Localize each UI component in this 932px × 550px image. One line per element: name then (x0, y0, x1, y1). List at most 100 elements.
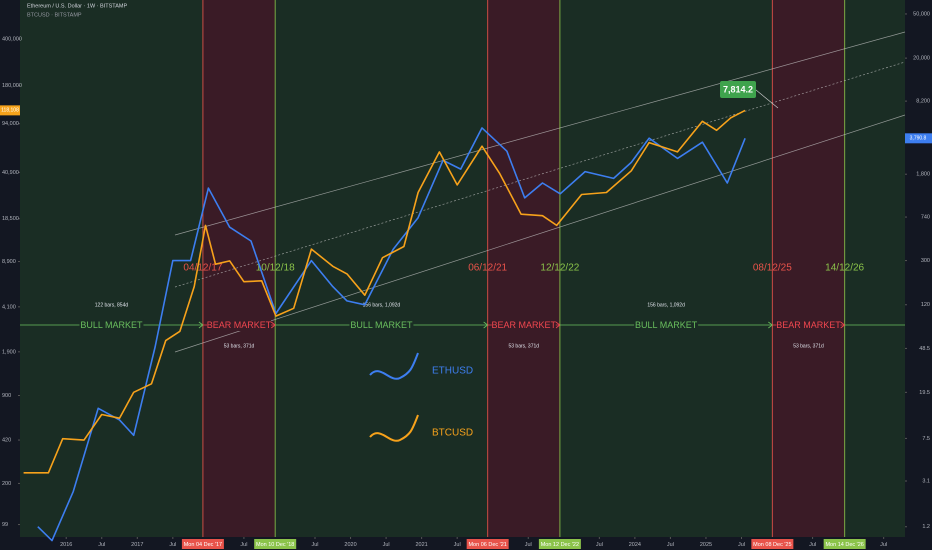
x-tick-label: 2017 (131, 542, 143, 548)
phase-label-bg (79, 319, 144, 331)
channel-lower (174, 114, 906, 353)
y-tick-label: 18,500 (2, 216, 19, 222)
x-tick-label: Jul (311, 542, 318, 548)
channel-middle (174, 61, 906, 288)
legend-swatch (369, 352, 419, 380)
y-tick-label: 200 (2, 481, 11, 487)
cycle-label: 10/12/18 (256, 263, 295, 274)
y2-tick-label: 120 (921, 302, 930, 308)
phase-bars: 53 bars, 371d (224, 343, 255, 349)
y2-tick-label: 8,200 (916, 99, 930, 105)
y2-tick-label: 740 (921, 215, 930, 221)
phase-label: BEAR MARKET (776, 320, 841, 330)
date-label-box (823, 539, 866, 549)
phase-bars: 156 bars, 1,092d (647, 302, 685, 308)
date-label: Mon 14 Dec '26 (825, 542, 863, 548)
series-line (37, 127, 746, 542)
date-label-box (181, 539, 224, 549)
chart-title: Ethereum / U.S. Dollar · 1W · BITSTAMP (27, 3, 127, 9)
y-tick-label: 420 (2, 438, 11, 444)
cycle-label: 04/12/17 (183, 263, 222, 274)
bear-region (202, 0, 276, 537)
callout-text: 7,814.2 (723, 84, 753, 94)
regions (202, 0, 846, 537)
phase-label: BULL MARKET (635, 320, 698, 330)
date-label: Mon 06 Dec '21 (468, 542, 506, 548)
y-tick-label: 8,900 (2, 259, 16, 265)
price-tag: 3,790.8 (910, 136, 927, 142)
y2-tick-label: 48.5 (919, 346, 930, 352)
plot-area (20, 0, 905, 537)
y2-tick-label: 19.5 (919, 390, 930, 396)
x-tick-label: Jul (880, 542, 887, 548)
phase-label: BULL MARKET (350, 320, 413, 330)
phase-label-bg (776, 319, 841, 331)
y-tick-label: 94,000 (2, 121, 19, 127)
x-tick-label: Jul (454, 542, 461, 548)
x-tick-label: 2024 (629, 542, 641, 548)
x-tick-label: Jul (383, 542, 390, 548)
x-tick-label: 2020 (344, 542, 356, 548)
x-tick-label: Jul (738, 542, 745, 548)
price-tag: 118,108 (1, 108, 19, 114)
y-tick-label: 900 (2, 393, 11, 399)
date-label-box (538, 539, 581, 549)
phase-label-bg (207, 319, 272, 331)
phase-label: BULL MARKET (80, 320, 143, 330)
callout-pointer (755, 89, 779, 109)
x-tick-label: Jul (809, 542, 816, 548)
y2-tick-label: 3.1 (922, 478, 930, 484)
phase-label-bg (349, 319, 414, 331)
x-tick-label: Jul (169, 542, 176, 548)
callout-box (720, 81, 756, 98)
y-tick-label: 180,000 (2, 83, 22, 89)
x-tick-label: Jul (240, 542, 247, 548)
legend-label: ETHUSD (432, 366, 473, 377)
y2-tick-label: 1,800 (916, 172, 930, 178)
phase-label: BEAR MARKET (207, 320, 272, 330)
y-tick-label: 400,000 (2, 36, 22, 42)
legend-label: BTCUSD (432, 428, 473, 439)
y-tick-label: 4,100 (2, 304, 16, 310)
cycle-label: 12/12/22 (540, 263, 579, 274)
date-label-box (466, 539, 509, 549)
date-label: Mon 10 Dec '18 (256, 542, 294, 548)
y-tick-label: 1,900 (2, 349, 16, 355)
bear-region (487, 0, 560, 537)
phase-label-bg (491, 319, 556, 331)
x-tick-label: Jul (596, 542, 603, 548)
y2-tick-label: 1.2 (922, 524, 930, 530)
phase-label-bg (634, 319, 699, 331)
y2-tick-label: 300 (921, 258, 930, 264)
phase-bars: 53 bars, 371d (793, 343, 824, 349)
bear-region (772, 0, 845, 537)
chart-subtitle: BTCUSD · BITSTAMP (27, 12, 82, 18)
date-label-box (751, 539, 794, 549)
channel-upper (174, 31, 906, 236)
phase-bars: 53 bars, 371d (508, 343, 539, 349)
date-label: Mon 08 Dec '25 (753, 542, 791, 548)
date-label: Mon 04 Dec '17 (184, 542, 222, 548)
chart-layer: 04/12/17 Mon 04 Dec '17 10/12/18 Mon 10 Dec… (0, 11, 932, 549)
y2-tick-label: 20,000 (913, 56, 930, 62)
series-line (23, 109, 746, 474)
date-label: Mon 12 Dec '22 (541, 542, 579, 548)
y2-tick-label: 7.5 (922, 436, 930, 442)
x-tick-label: 2025 (700, 542, 712, 548)
x-tick-label: Jul (667, 542, 674, 548)
cycle-label: 08/12/25 (753, 263, 792, 274)
y-tick-label: 99 (2, 522, 8, 528)
date-label-box (254, 539, 297, 549)
x-tick-label: 2016 (60, 542, 72, 548)
y-tick-label: 40,900 (2, 170, 19, 176)
trend-channel (174, 31, 906, 353)
x-tick-label: 2021 (416, 542, 428, 548)
cycle-label: 06/12/21 (468, 263, 507, 274)
y2-tick-label: 50,000 (913, 11, 930, 17)
legend-swatch (369, 414, 419, 442)
x-tick-label: Jul (525, 542, 532, 548)
phase-bars: 156 bars, 1,092d (363, 302, 401, 308)
phase-label: BEAR MARKET (492, 320, 557, 330)
phase-bars: 122 bars, 854d (95, 302, 129, 308)
